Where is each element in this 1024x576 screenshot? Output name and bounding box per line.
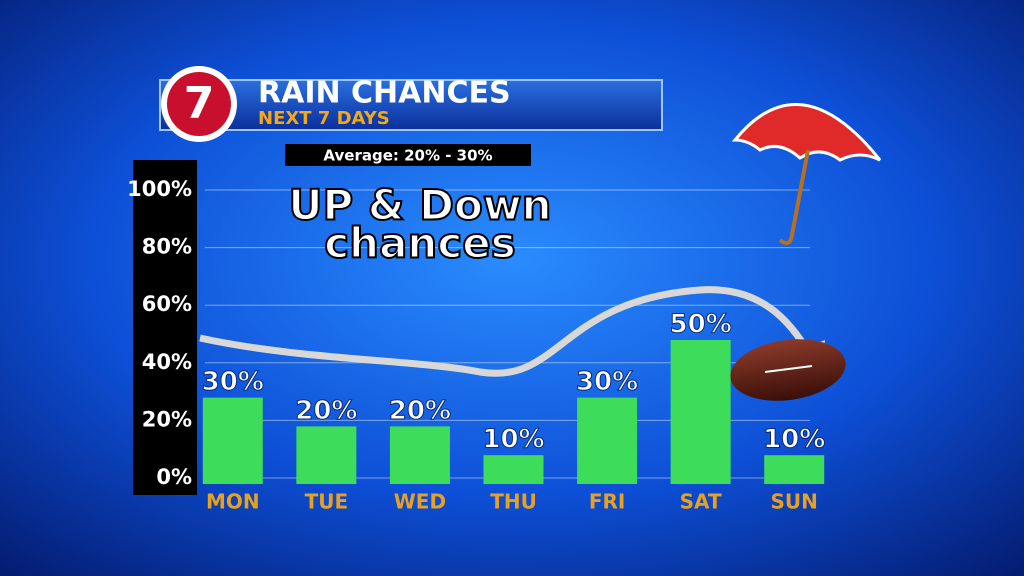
y-tick-label: 100% bbox=[127, 177, 192, 201]
chart-subtitle: NEXT 7 DAYS bbox=[258, 108, 390, 129]
bar bbox=[389, 426, 450, 484]
bar bbox=[483, 455, 544, 484]
headline: UP & Down bbox=[288, 181, 551, 230]
y-tick-label: 20% bbox=[142, 407, 192, 431]
value-label: 30% bbox=[202, 367, 264, 397]
x-tick-label: THU bbox=[490, 490, 537, 514]
logo bbox=[167, 72, 231, 136]
y-tick-label: 80% bbox=[142, 235, 192, 259]
value-label: 50% bbox=[670, 310, 732, 340]
bar bbox=[202, 397, 263, 484]
x-tick-label: MON bbox=[206, 490, 260, 514]
x-tick-label: TUE bbox=[305, 490, 349, 514]
header-bar bbox=[159, 79, 663, 131]
bar bbox=[296, 426, 357, 484]
value-label: 10% bbox=[482, 425, 544, 455]
value-label: 30% bbox=[576, 367, 638, 397]
x-tick-label: WED bbox=[394, 490, 446, 514]
chart-title: RAIN CHANCES bbox=[258, 76, 511, 111]
bar bbox=[764, 455, 825, 484]
axis-strip bbox=[133, 160, 197, 495]
value-label: 10% bbox=[763, 425, 825, 455]
umbrella bbox=[731, 103, 882, 162]
logo-text: 7 bbox=[184, 78, 215, 129]
x-tick-label: SAT bbox=[680, 490, 722, 514]
y-tick-label: 0% bbox=[156, 465, 192, 489]
x-tick-label: SUN bbox=[771, 490, 818, 514]
football-lace bbox=[764, 365, 813, 373]
bar bbox=[577, 397, 638, 484]
umbrella-handle bbox=[778, 149, 810, 246]
headline: chances bbox=[324, 219, 515, 268]
y-tick-label: 40% bbox=[142, 350, 192, 374]
value-label: 20% bbox=[389, 396, 451, 426]
bar bbox=[670, 340, 731, 484]
x-tick-label: FRI bbox=[589, 490, 626, 514]
value-label: 20% bbox=[295, 396, 357, 426]
y-tick-label: 60% bbox=[142, 292, 192, 316]
trend-arrow bbox=[199, 286, 814, 377]
average-box bbox=[285, 144, 531, 166]
average-text: Average: 20% - 30% bbox=[323, 147, 492, 165]
bars bbox=[202, 340, 825, 484]
